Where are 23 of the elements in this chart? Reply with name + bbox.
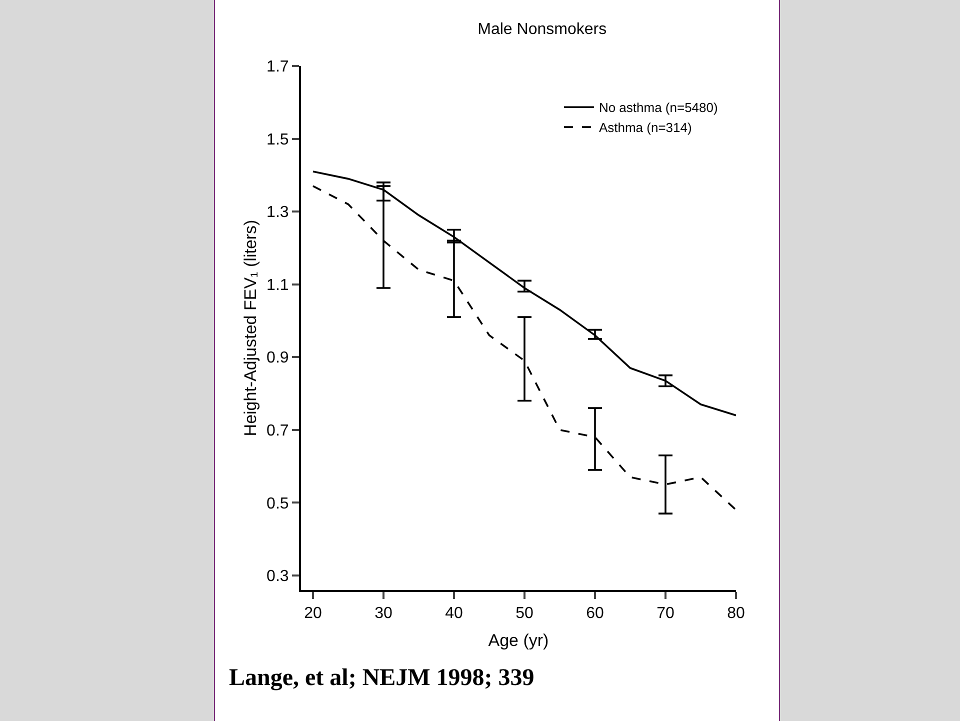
y-tick-label: 0.5 bbox=[266, 495, 289, 512]
y-tick-label: 0.7 bbox=[266, 422, 289, 440]
x-tick-label: 60 bbox=[586, 605, 604, 622]
y-tick-label: 1.3 bbox=[266, 204, 289, 222]
y-axis-title: Height-Adjusted FEV₁ (liters) bbox=[241, 220, 260, 436]
y-tick-label: 0.9 bbox=[266, 350, 289, 367]
line-series bbox=[312, 170, 736, 416]
legend-label: Asthma (n=314) bbox=[598, 120, 692, 136]
chart-title: Male Nonsmokers bbox=[478, 20, 607, 38]
x-axis-title: Age (yr) bbox=[488, 631, 549, 650]
x-tick-label: 40 bbox=[445, 605, 463, 622]
y-tick-label: 0.3 bbox=[266, 568, 289, 586]
x-tick-label: 20 bbox=[304, 605, 322, 622]
x-tick-label: 80 bbox=[727, 605, 745, 622]
line-series bbox=[312, 185, 736, 511]
x-tick-label: 30 bbox=[374, 605, 392, 622]
legend-label: No asthma (n=5480) bbox=[598, 100, 718, 116]
y-tick-label: 1.1 bbox=[266, 276, 289, 294]
y-tick-label: 1.7 bbox=[266, 58, 289, 76]
x-tick-label: 70 bbox=[656, 605, 674, 622]
y-tick-label: 1.5 bbox=[266, 131, 289, 148]
x-tick-label: 50 bbox=[516, 605, 534, 622]
text: Lange, et al; NEJM 1998; 339 bbox=[229, 665, 534, 692]
